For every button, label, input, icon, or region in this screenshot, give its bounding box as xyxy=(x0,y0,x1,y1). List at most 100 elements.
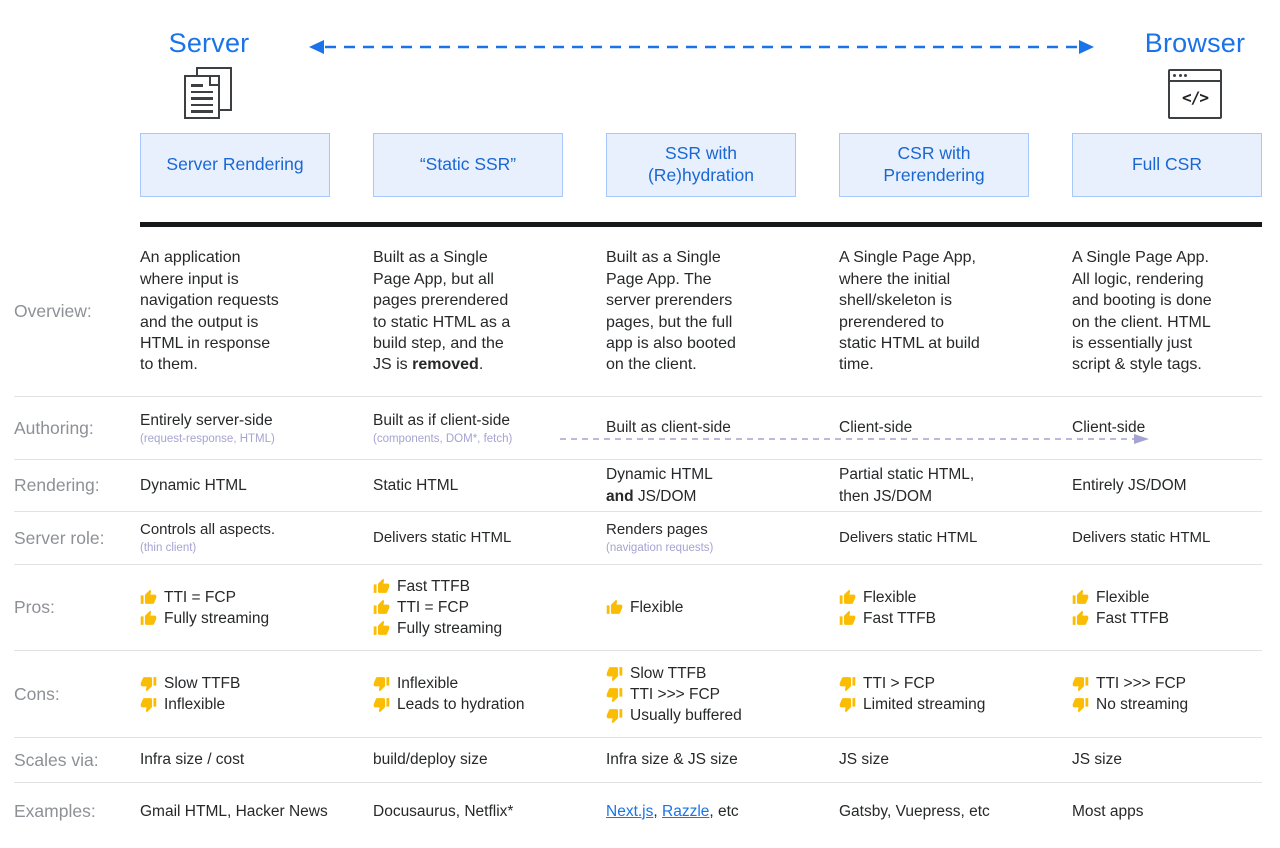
column-header-4: CSR with Prerendering xyxy=(839,133,1029,197)
thumb-up-icon xyxy=(606,599,623,616)
table-row-pros: Pros: TTI = FCP Fully streaming Fast TTFB TT… xyxy=(14,565,1262,651)
cell-pros-col4: Flexible Fast TTFB xyxy=(839,587,1029,629)
cell-text: A Single Page App, where the initial she… xyxy=(839,249,980,374)
row-label-examples: Examples: xyxy=(14,801,96,821)
table-row-examples: Examples: Gmail HTML, Hacker News Docusaur… xyxy=(14,783,1262,840)
cell-server-role-col1: Controls all aspects. (thin client) xyxy=(140,520,330,556)
thumb-up-icon xyxy=(1072,610,1089,627)
header-divider xyxy=(140,222,1262,227)
con-item: No streaming xyxy=(1072,694,1262,715)
cell-rendering-col2: Static HTML xyxy=(373,475,563,496)
item-text: Inflexible xyxy=(397,675,459,692)
cell-rendering-col1: Dynamic HTML xyxy=(140,475,330,496)
item-text: Flexible xyxy=(863,588,917,606)
cell-authoring-col4: Client-side xyxy=(839,417,1029,438)
row-label-server-role: Server role: xyxy=(14,527,105,548)
cell-pros-col5: Flexible Fast TTFB xyxy=(1072,587,1262,629)
column-headers-row: Server Rendering “Static SSR” SSR with (Re… xyxy=(14,133,1262,197)
con-item: Slow TTFB xyxy=(606,663,796,684)
thumb-down-icon xyxy=(839,675,856,692)
cell-text: Infra size / cost xyxy=(140,751,245,769)
con-item: TTI >>> FCP xyxy=(1072,673,1262,694)
cell-rendering-col5: Entirely JS/DOM xyxy=(1072,475,1262,496)
thumb-down-icon xyxy=(140,675,157,692)
cell-text: JS size xyxy=(1072,751,1122,769)
table-row-authoring: Authoring: Entirely server-side (request-r… xyxy=(14,397,1262,460)
thumb-down-icon xyxy=(1072,696,1089,713)
cell-text: An application where input is navigation… xyxy=(140,249,279,374)
cell-cons-col4: TTI > FCP Limited streaming xyxy=(839,673,1029,715)
pro-item: Flexible xyxy=(1072,587,1262,608)
cell-scales-via-col2: build/deploy size xyxy=(373,749,563,770)
thumb-down-icon xyxy=(373,696,390,713)
con-item: Limited streaming xyxy=(839,694,1029,715)
pro-item: Fully streaming xyxy=(140,608,330,629)
cell-text: Built as a Single Page App. The server p… xyxy=(606,249,736,374)
cell-text: Renders pages xyxy=(606,520,708,538)
cell-scales-via-col3: Infra size & JS size xyxy=(606,749,796,770)
column-header-3: SSR with (Re)hydration xyxy=(606,133,796,197)
thumb-down-icon xyxy=(839,696,856,713)
cell-overview-col4: A Single Page App, where the initial she… xyxy=(839,247,1029,376)
thumb-down-icon xyxy=(606,686,623,703)
document-stack-icon xyxy=(178,67,240,125)
table-row-server-role: Server role: Controls all aspects. (thin c… xyxy=(14,512,1262,565)
client-side-dashed-arrow-icon xyxy=(560,432,1150,450)
item-text: TTI = FCP xyxy=(397,599,469,616)
cell-text: Partial static HTML, then JS/DOM xyxy=(839,466,975,505)
example-link-razzle[interactable]: Razzle xyxy=(662,802,710,820)
example-link-next-js[interactable]: Next.js xyxy=(606,802,654,820)
thumb-down-icon xyxy=(606,665,623,682)
item-text: Fast TTFB xyxy=(397,578,470,595)
cell-text: Client-side xyxy=(839,419,913,437)
cell-text: Delivers static HTML xyxy=(839,528,978,546)
item-text: Flexible xyxy=(630,599,684,616)
cell-cons-col3: Slow TTFB TTI >>> FCP Usually buffered xyxy=(606,663,796,726)
con-item: Inflexible xyxy=(373,673,563,694)
item-text: Fast TTFB xyxy=(1096,609,1169,627)
server-endpoint: Server xyxy=(114,28,304,125)
item-text: TTI > FCP xyxy=(863,675,935,692)
item-text: Slow TTFB xyxy=(630,664,707,682)
cell-text: Delivers static HTML xyxy=(1072,528,1211,546)
thumb-up-icon xyxy=(140,589,157,606)
cell-text: Entirely JS/DOM xyxy=(1072,476,1187,494)
server-label: Server xyxy=(168,28,250,58)
thumb-up-icon xyxy=(140,610,157,627)
item-text: Fully streaming xyxy=(397,620,503,637)
cell-text: A Single Page App. All logic, rendering … xyxy=(1072,249,1212,374)
item-text: Slow TTFB xyxy=(164,675,241,692)
pro-item: Fully streaming xyxy=(373,618,563,639)
column-header-1: Server Rendering xyxy=(140,133,330,197)
cell-examples-col5: Most apps xyxy=(1072,801,1262,822)
table-row-scales-via: Scales via: Infra size / cost build/deploy… xyxy=(14,738,1262,783)
thumb-up-icon xyxy=(839,610,856,627)
table-row-rendering: Rendering: Dynamic HTML Static HTML Dynamic… xyxy=(14,460,1262,512)
row-label-overview: Overview: xyxy=(14,301,92,321)
item-text: Fast TTFB xyxy=(863,609,936,627)
cell-overview-col5: A Single Page App. All logic, rendering … xyxy=(1072,247,1262,376)
cell-text: Delivers static HTML xyxy=(373,528,512,546)
con-item: Leads to hydration xyxy=(373,694,563,715)
cell-text: Client-side xyxy=(1072,419,1146,437)
thumb-up-icon xyxy=(373,620,390,637)
cell-examples-col1: Gmail HTML, Hacker News xyxy=(140,801,330,822)
cell-examples-col2: Docusaurus, Netflix* xyxy=(373,801,563,822)
cell-text: Gatsby, Vuepress, etc xyxy=(839,802,990,820)
cell-scales-via-col5: JS size xyxy=(1072,749,1262,770)
column-header-2: “Static SSR” xyxy=(373,133,563,197)
cell-text: build/deploy size xyxy=(373,751,488,769)
cell-pros-col3: Flexible xyxy=(606,597,796,618)
cell-text: Static HTML xyxy=(373,476,459,494)
con-item: Usually buffered xyxy=(606,705,796,726)
cell-server-role-col2: Delivers static HTML xyxy=(373,528,563,548)
cell-authoring-col2: Built as if client-side (components, DOM*… xyxy=(373,410,563,447)
cell-text: Gmail HTML, Hacker News xyxy=(140,802,328,820)
browser-endpoint: Browser </> xyxy=(1100,28,1280,119)
cell-text: Controls all aspects. xyxy=(140,520,276,538)
cell-examples-col4: Gatsby, Vuepress, etc xyxy=(839,801,1029,822)
pro-item: Flexible xyxy=(839,587,1029,608)
item-text: Inflexible xyxy=(164,696,226,713)
cell-text: Most apps xyxy=(1072,802,1144,820)
cell-server-role-col4: Delivers static HTML xyxy=(839,528,1029,548)
